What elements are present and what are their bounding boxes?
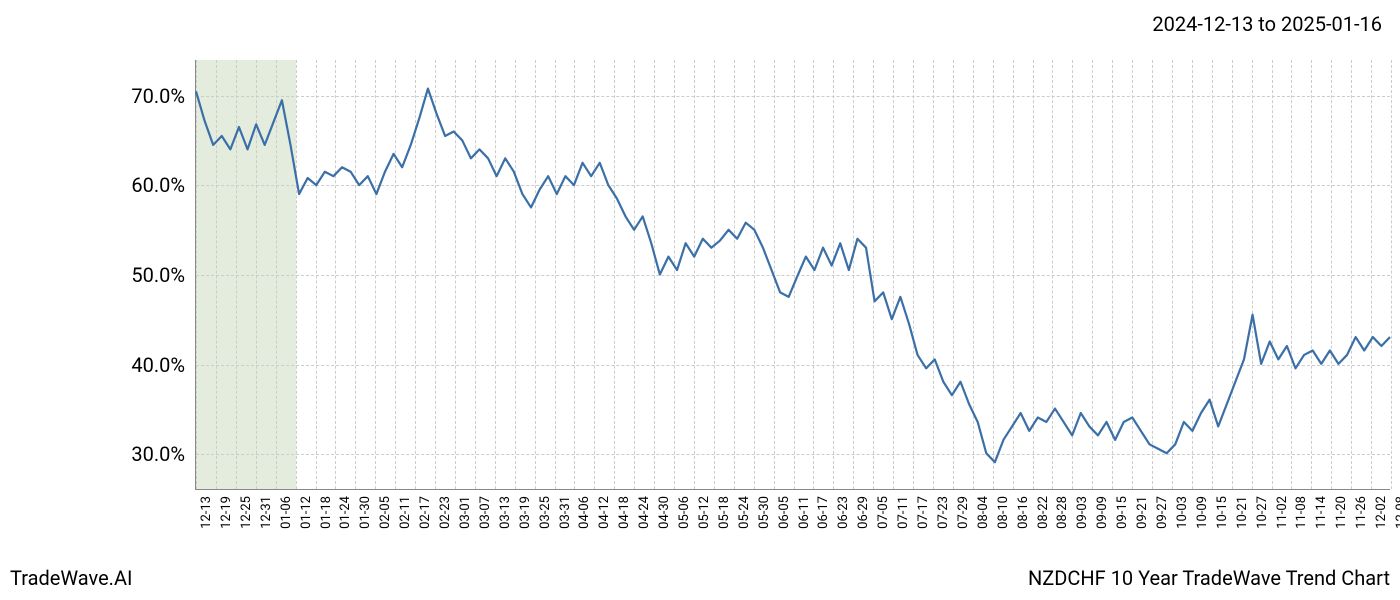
x-tick-label: 10-15 [1215,496,1230,529]
plot-area [195,60,1390,490]
x-tick-label: 01-24 [338,496,353,529]
date-range-label: 2024-12-13 to 2025-01-16 [1152,12,1382,36]
x-tick-label: 01-12 [299,496,314,529]
x-tick-label: 04-18 [617,496,632,529]
x-tick-label: 05-06 [677,496,692,529]
x-tick-label: 11-08 [1294,496,1309,529]
x-tick-label: 12-13 [199,496,214,529]
x-tick-label: 03-25 [538,496,553,529]
y-tick-label: 70.0% [131,84,185,108]
x-tick-label: 08-28 [1055,496,1070,529]
x-tick-label: 07-17 [916,496,931,529]
x-tick-label: 11-02 [1275,496,1290,529]
x-tick-label: 06-23 [836,496,851,529]
x-tick-label: 02-23 [438,496,453,529]
x-gridline [1391,60,1392,489]
x-tick-label: 05-18 [717,496,732,529]
x-tick-label: 06-29 [856,496,871,529]
y-tick-label: 50.0% [131,263,185,287]
x-tick-label: 07-29 [956,496,971,529]
x-tick-label: 11-26 [1354,496,1369,529]
x-tick-label: 07-23 [936,496,951,529]
x-tick-label: 03-13 [498,496,513,529]
line-svg [196,60,1390,489]
x-tick-label: 06-17 [816,496,831,529]
x-tick-label: 03-07 [478,496,493,529]
x-tick-label: 11-20 [1334,496,1349,529]
x-tick-label: 12-25 [239,496,254,529]
x-tick-label: 02-17 [418,496,433,529]
x-tick-label: 10-21 [1235,496,1250,529]
x-tick-label: 09-09 [1095,496,1110,529]
x-tick-label: 06-11 [797,496,812,529]
x-tick-label: 05-24 [737,496,752,529]
x-tick-label: 10-09 [1195,496,1210,529]
footer-left-label: TradeWave.AI [10,566,132,590]
x-tick-label: 03-01 [458,496,473,529]
y-tick-label: 40.0% [131,353,185,377]
x-tick-label: 12-08 [1394,496,1400,529]
x-tick-label: 04-06 [577,496,592,529]
y-tick-label: 30.0% [131,442,185,466]
x-tick-label: 02-11 [398,496,413,529]
x-tick-label: 04-12 [597,496,612,529]
trend-line [196,89,1390,463]
chart-container: 2024-12-13 to 2025-01-16 30.0% 40.0% 50.0%… [0,0,1400,600]
x-tick-label: 06-05 [777,496,792,529]
x-tick-label: 08-22 [1036,496,1051,529]
x-tick-label: 10-27 [1255,496,1270,529]
x-tick-label: 05-30 [757,496,772,529]
x-tick-label: 07-11 [896,496,911,529]
x-tick-label: 08-16 [1016,496,1031,529]
x-tick-label: 09-15 [1115,496,1130,529]
x-tick-label: 12-31 [259,496,274,529]
x-tick-label: 01-18 [319,496,334,529]
x-tick-label: 02-05 [378,496,393,529]
x-tick-label: 12-19 [219,496,234,529]
x-tick-label: 09-21 [1135,496,1150,529]
x-tick-label: 10-03 [1175,496,1190,529]
x-tick-label: 08-04 [976,496,991,529]
x-tick-label: 01-30 [358,496,373,529]
x-tick-label: 01-06 [279,496,294,529]
x-tick-label: 04-24 [637,496,652,529]
footer-right-label: NZDCHF 10 Year TradeWave Trend Chart [1028,566,1390,590]
x-tick-label: 03-31 [558,496,573,529]
x-tick-label: 05-12 [697,496,712,529]
x-tick-label: 07-05 [876,496,891,529]
x-tick-label: 11-14 [1314,496,1329,529]
x-tick-label: 12-02 [1374,496,1389,529]
x-tick-label: 08-10 [996,496,1011,529]
x-tick-label: 04-30 [657,496,672,529]
x-tick-label: 09-27 [1155,496,1170,529]
y-tick-label: 60.0% [131,173,185,197]
x-tick-label: 09-03 [1075,496,1090,529]
x-tick-label: 03-19 [518,496,533,529]
